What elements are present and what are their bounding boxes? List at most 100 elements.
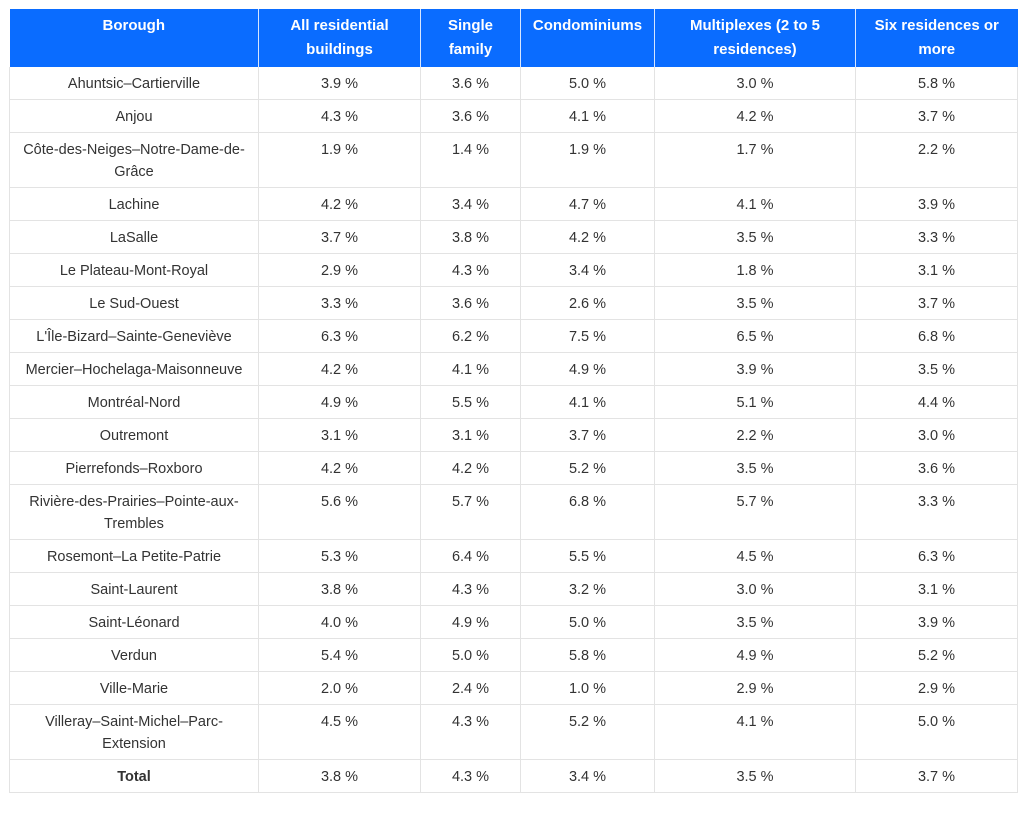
header-multiplexes: Multiplexes (2 to 5 residences)	[654, 9, 856, 67]
table-row: Verdun 5.4 % 5.0 % 5.8 % 4.9 % 5.2 %	[9, 638, 1018, 672]
cell-borough: Saint-Laurent	[9, 572, 259, 606]
cell-six-residences: 3.9 %	[855, 187, 1018, 221]
cell-condominiums: 1.9 %	[520, 132, 655, 188]
borough-rates-table: Borough All residential buildings Single…	[9, 9, 1018, 793]
cell-condominiums: 5.2 %	[520, 704, 655, 760]
table-row: Anjou 4.3 % 3.6 % 4.1 % 4.2 % 3.7 %	[9, 99, 1018, 133]
cell-single-family: 5.7 %	[420, 484, 521, 540]
header-all-residential: All residential buildings	[258, 9, 421, 67]
cell-multiplexes: 2.9 %	[654, 671, 856, 705]
cell-condominiums: 4.1 %	[520, 99, 655, 133]
cell-all-residential: 3.1 %	[258, 418, 421, 452]
cell-single-family: 4.3 %	[420, 253, 521, 287]
cell-single-family: 3.4 %	[420, 187, 521, 221]
cell-multiplexes: 4.1 %	[654, 187, 856, 221]
cell-multiplexes: 1.8 %	[654, 253, 856, 287]
cell-all-residential: 4.0 %	[258, 605, 421, 639]
table-row: Saint-Léonard 4.0 % 4.9 % 5.0 % 3.5 % 3.9 %	[9, 605, 1018, 639]
cell-condominiums: 2.6 %	[520, 286, 655, 320]
table-body: Ahuntsic–Cartierville 3.9 % 3.6 % 5.0 % 3.0 …	[9, 67, 1018, 793]
cell-multiplexes: 2.2 %	[654, 418, 856, 452]
cell-borough: Montréal-Nord	[9, 385, 259, 419]
cell-six-residences: 3.1 %	[855, 253, 1018, 287]
cell-six-residences: 3.5 %	[855, 352, 1018, 386]
cell-condominiums: 3.4 %	[520, 759, 655, 793]
cell-single-family: 4.3 %	[420, 704, 521, 760]
cell-all-residential: 4.3 %	[258, 99, 421, 133]
cell-single-family: 4.3 %	[420, 759, 521, 793]
cell-all-residential: 6.3 %	[258, 319, 421, 353]
cell-borough: Anjou	[9, 99, 259, 133]
cell-all-residential: 3.7 %	[258, 220, 421, 254]
cell-condominiums: 1.0 %	[520, 671, 655, 705]
cell-all-residential: 2.0 %	[258, 671, 421, 705]
cell-all-residential: 5.3 %	[258, 539, 421, 573]
total-row: Total 3.8 % 4.3 % 3.4 % 3.5 % 3.7 %	[9, 759, 1018, 793]
cell-condominiums: 4.7 %	[520, 187, 655, 221]
table-row: Pierrefonds–Roxboro 4.2 % 4.2 % 5.2 % 3.5 % 3…	[9, 451, 1018, 485]
cell-six-residences: 3.7 %	[855, 99, 1018, 133]
total-label: Total	[9, 759, 259, 793]
cell-six-residences: 6.8 %	[855, 319, 1018, 353]
table-row: Le Sud-Ouest 3.3 % 3.6 % 2.6 % 3.5 % 3.7 %	[9, 286, 1018, 320]
cell-multiplexes: 3.9 %	[654, 352, 856, 386]
cell-single-family: 5.5 %	[420, 385, 521, 419]
header-row: Borough All residential buildings Single…	[9, 9, 1018, 67]
cell-multiplexes: 3.5 %	[654, 605, 856, 639]
cell-condominiums: 5.0 %	[520, 67, 655, 100]
cell-six-residences: 3.7 %	[855, 286, 1018, 320]
header-condominiums: Condominiums	[520, 9, 655, 67]
cell-single-family: 3.6 %	[420, 67, 521, 100]
cell-single-family: 4.1 %	[420, 352, 521, 386]
cell-all-residential: 5.4 %	[258, 638, 421, 672]
cell-six-residences: 5.0 %	[855, 704, 1018, 760]
cell-multiplexes: 3.5 %	[654, 220, 856, 254]
cell-single-family: 6.4 %	[420, 539, 521, 573]
cell-single-family: 3.6 %	[420, 286, 521, 320]
cell-six-residences: 3.7 %	[855, 759, 1018, 793]
header-borough: Borough	[9, 9, 259, 67]
cell-six-residences: 3.6 %	[855, 451, 1018, 485]
table-header: Borough All residential buildings Single…	[9, 9, 1018, 67]
cell-multiplexes: 3.0 %	[654, 572, 856, 606]
cell-six-residences: 3.3 %	[855, 220, 1018, 254]
table-row: Rosemont–La Petite-Patrie 5.3 % 6.4 % 5.5 %…	[9, 539, 1018, 573]
cell-borough: LaSalle	[9, 220, 259, 254]
cell-borough: L'Île-Bizard–Sainte-Geneviève	[9, 319, 259, 353]
cell-borough: Côte-des-Neiges–Notre-Dame-de-Grâce	[9, 132, 259, 188]
cell-borough: Saint-Léonard	[9, 605, 259, 639]
cell-all-residential: 3.8 %	[258, 759, 421, 793]
cell-borough: Outremont	[9, 418, 259, 452]
cell-borough: Pierrefonds–Roxboro	[9, 451, 259, 485]
header-single-family: Single family	[420, 9, 521, 67]
cell-six-residences: 2.2 %	[855, 132, 1018, 188]
cell-condominiums: 5.0 %	[520, 605, 655, 639]
cell-all-residential: 4.5 %	[258, 704, 421, 760]
cell-borough: Mercier–Hochelaga-Maisonneuve	[9, 352, 259, 386]
table-row: Ville-Marie 2.0 % 2.4 % 1.0 % 2.9 % 2.9 %	[9, 671, 1018, 705]
cell-six-residences: 2.9 %	[855, 671, 1018, 705]
table-row: Outremont 3.1 % 3.1 % 3.7 % 2.2 % 3.0 %	[9, 418, 1018, 452]
cell-borough: Rivière-des-Prairies–Pointe-aux-Trembles	[9, 484, 259, 540]
cell-multiplexes: 4.2 %	[654, 99, 856, 133]
cell-multiplexes: 1.7 %	[654, 132, 856, 188]
table-row: Rivière-des-Prairies–Pointe-aux-Trembles…	[9, 484, 1018, 540]
cell-multiplexes: 4.9 %	[654, 638, 856, 672]
cell-all-residential: 4.9 %	[258, 385, 421, 419]
cell-borough: Verdun	[9, 638, 259, 672]
cell-six-residences: 3.3 %	[855, 484, 1018, 540]
cell-borough: Ville-Marie	[9, 671, 259, 705]
cell-all-residential: 4.2 %	[258, 451, 421, 485]
table-row: Villeray–Saint-Michel–Parc-Extension 4.5 …	[9, 704, 1018, 760]
table-row: Saint-Laurent 3.8 % 4.3 % 3.2 % 3.0 % 3.1 %	[9, 572, 1018, 606]
cell-condominiums: 5.5 %	[520, 539, 655, 573]
table-row: LaSalle 3.7 % 3.8 % 4.2 % 3.5 % 3.3 %	[9, 220, 1018, 254]
cell-borough: Lachine	[9, 187, 259, 221]
cell-multiplexes: 4.1 %	[654, 704, 856, 760]
cell-six-residences: 5.2 %	[855, 638, 1018, 672]
cell-all-residential: 3.3 %	[258, 286, 421, 320]
cell-all-residential: 4.2 %	[258, 187, 421, 221]
cell-single-family: 2.4 %	[420, 671, 521, 705]
cell-condominiums: 6.8 %	[520, 484, 655, 540]
